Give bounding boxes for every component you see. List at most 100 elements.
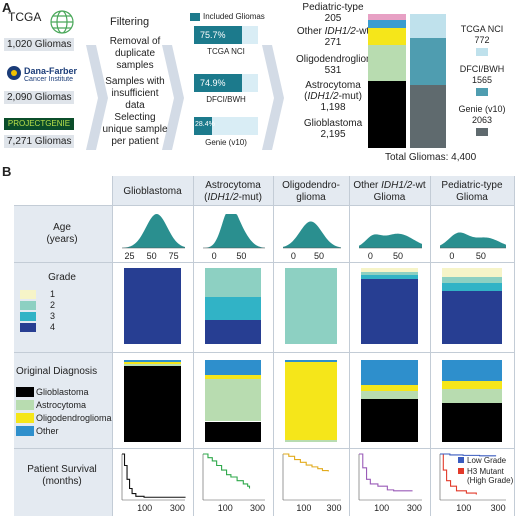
diagnosis-swatch xyxy=(16,413,34,423)
included-bar-fill xyxy=(194,117,213,135)
diagnosis-swatch xyxy=(16,387,34,397)
included-bar-pct: 74.9% xyxy=(200,78,226,88)
age-tick-label: 50 xyxy=(236,251,246,261)
cohort-count: 2063 xyxy=(471,115,493,125)
column-header: Glioblastoma xyxy=(112,186,193,198)
column-header: Astrocytoma (IDH1/2-mut) xyxy=(193,180,273,204)
grade-swatch xyxy=(20,301,36,310)
cohort-name: Genie (v10) xyxy=(458,104,506,114)
cohort-segment xyxy=(410,37,446,86)
included-bar-fill xyxy=(194,26,243,44)
included-legend-label: Included Gliomas xyxy=(203,12,265,21)
included-legend-swatch xyxy=(190,13,200,21)
included-bar-name: DFCI/BWH xyxy=(206,95,246,104)
grade-legend-label: 1 xyxy=(50,289,56,299)
survival-curve xyxy=(203,453,251,489)
total-gliomas: Total Gliomas: 4,400 xyxy=(385,152,477,163)
diagnosis-row-title: Original Diagnosis xyxy=(16,366,98,377)
grade-swatch xyxy=(20,312,36,321)
grid-vline xyxy=(349,176,350,516)
category-name: Glioblastoma xyxy=(303,118,363,129)
category-count: 2,195 xyxy=(320,129,346,140)
dana-farber-subtext: Cancer Institute xyxy=(24,76,74,83)
column-header-line1: Pediatric-type xyxy=(441,180,503,191)
grid-vline xyxy=(430,176,431,516)
age-tick-label: 50 xyxy=(314,251,324,261)
grade-segment xyxy=(205,296,261,320)
cohort-label: TCGA NCI 772 xyxy=(452,24,512,56)
grade-segment xyxy=(361,279,418,344)
grid-hline xyxy=(14,205,514,206)
age-tick-label: 0 xyxy=(449,251,454,261)
diagnosis-swatch xyxy=(16,400,34,410)
diagnosis-segment xyxy=(361,360,418,385)
diagnosis-segment xyxy=(205,378,261,422)
diagnosis-segment xyxy=(361,391,418,400)
grade-segment xyxy=(361,268,418,272)
survival-row-title: Patient Survival (months) xyxy=(27,464,97,487)
survival-curve-low-grade xyxy=(440,453,497,457)
survival-tick-label: 100 xyxy=(296,503,311,513)
cohort-name: DFCI/BWH xyxy=(459,64,505,74)
survival-tick-label: 100 xyxy=(137,503,152,513)
age-density xyxy=(203,214,265,248)
age-density xyxy=(440,232,506,248)
column-header-line2: glioma xyxy=(296,192,326,203)
grade-segment xyxy=(361,274,418,280)
category-segment xyxy=(368,28,406,45)
survival-curve xyxy=(122,453,186,498)
survival-curve xyxy=(440,453,477,495)
age-density xyxy=(122,214,185,248)
survival-legend-label: H3 Mutant xyxy=(467,467,505,476)
diagnosis-segment xyxy=(361,384,418,392)
diagnosis-legend-label: Other xyxy=(36,426,59,436)
genie-count: 7,271 Gliomas xyxy=(4,135,75,148)
diagnosis-swatch xyxy=(16,426,34,436)
category-label: Pediatric-type 205 xyxy=(296,2,370,24)
grade-segment xyxy=(442,277,502,284)
grade-segment xyxy=(442,283,502,291)
category-label: Oligodendroglioma 531 xyxy=(296,54,380,76)
grid-vline xyxy=(193,176,194,516)
cohort-swatch xyxy=(476,128,488,136)
diagnosis-segment xyxy=(124,360,181,362)
dana-farber-count: 2,090 Gliomas xyxy=(4,91,75,104)
column-header: Pediatric-type Glioma xyxy=(430,180,514,204)
filtering-title: Filtering xyxy=(110,16,150,28)
cohort-count: 772 xyxy=(474,35,490,45)
grade-segment xyxy=(361,271,418,275)
age-density xyxy=(283,221,341,248)
grade-segment xyxy=(124,268,181,344)
category-name: Astrocytoma (IDH1/2-mut) xyxy=(304,80,362,102)
filter-step-duplicates: Removal of duplicate samples xyxy=(109,36,161,71)
filter-step-insufficient: Samples with insufficient data xyxy=(105,76,165,111)
survival-tick-label: 300 xyxy=(407,503,422,513)
survival-legend-sublabel: (High Grade) xyxy=(467,476,514,485)
category-label: Other IDH1/2-wt 271 xyxy=(296,26,370,48)
diagnosis-segment xyxy=(442,388,502,403)
age-tick-label: 50 xyxy=(147,251,157,261)
grade-segment xyxy=(205,268,261,297)
cohort-segment xyxy=(410,85,446,148)
column-header-line1: Oligodendro- xyxy=(282,180,340,191)
diagnosis-segment xyxy=(285,360,337,363)
panel-b-letter: B xyxy=(2,164,12,179)
category-count: 531 xyxy=(324,65,342,76)
survival-tick-label: 100 xyxy=(456,503,471,513)
grid-vline xyxy=(273,176,274,516)
diagnosis-legend-label: Oligodendroglioma xyxy=(36,413,112,423)
grade-segment xyxy=(442,268,502,278)
survival-tick-label: 300 xyxy=(327,503,342,513)
grade-segment xyxy=(285,268,337,344)
diagnosis-segment xyxy=(442,402,502,442)
dana-farber-logo-text: Dana-Farber xyxy=(24,66,78,76)
grade-segment xyxy=(205,319,261,344)
column-header-line1: Glioblastoma xyxy=(123,186,182,197)
grid-vline xyxy=(112,176,113,516)
grid-hline xyxy=(14,352,514,353)
grade-swatch xyxy=(20,290,36,299)
survival-tick-label: 300 xyxy=(491,503,506,513)
diagnosis-segment xyxy=(124,364,181,366)
header-band xyxy=(112,176,514,205)
cohort-name: TCGA NCI xyxy=(460,24,504,34)
